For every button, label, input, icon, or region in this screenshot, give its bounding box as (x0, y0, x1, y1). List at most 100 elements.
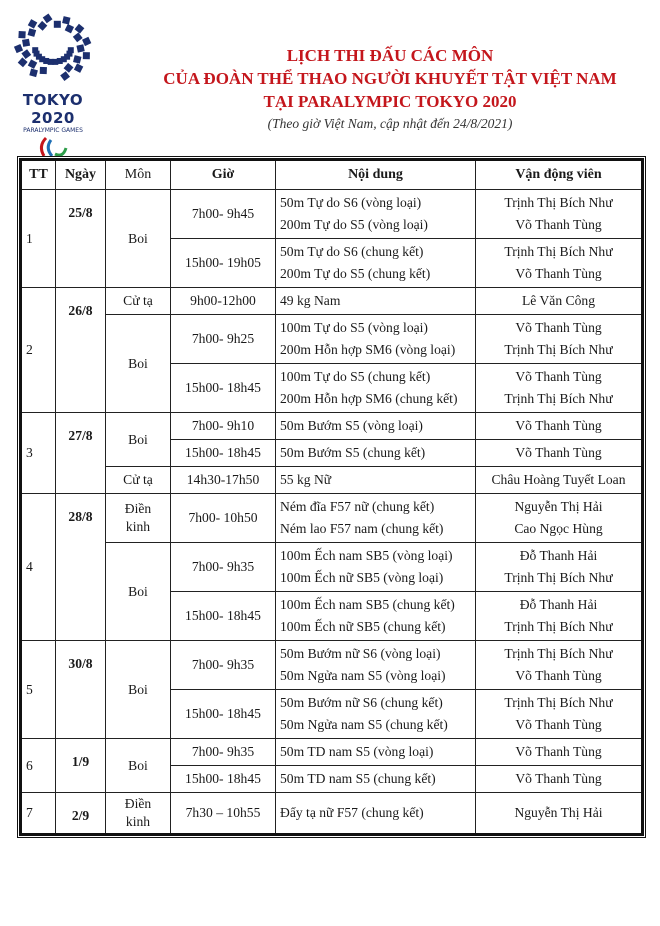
athletes-cell: Nguyễn Thị Hải (475, 792, 643, 835)
row-number: 2 (20, 287, 56, 413)
document-header: LỊCH THI ĐẤU CÁC MÔN CỦA ĐOÀN THỂ THAO N… (120, 44, 660, 132)
table-row: 2 26/8 Cử tạ 9h00-12h00 49 kg Nam Lê Văn Công (20, 287, 643, 413)
event-item: 50m TD nam S5 (chung kết) (280, 771, 436, 786)
sport-name: Boi (105, 412, 171, 467)
table-row: 15h00- 18h45 50m TD nam S5 (chung kết) Võ … (21, 765, 643, 793)
athlete-name: Trịnh Thị Bích Như (504, 646, 613, 661)
sport-name: Boi (105, 189, 171, 288)
table-row: 7 2/9 Điền kinh 7h30 – 10h55 Đẩy tạ nữ F57 (… (20, 792, 643, 835)
event-item: 200m Tự do S5 (vòng loại) (280, 217, 428, 232)
athlete-name: Lê Văn Công (522, 293, 595, 308)
athlete-name: Võ Thanh Tùng (515, 320, 602, 335)
athletes-cell: Võ Thanh Tùng (475, 765, 643, 793)
athlete-name: Trịnh Thị Bích Như (504, 391, 613, 406)
session-time: 15h00- 18h45 (170, 363, 276, 413)
athlete-name: Trịnh Thị Bích Như (504, 195, 613, 210)
athletes-cell: Lê Văn Công (475, 287, 643, 315)
event-item: 100m Ếch nam SB5 (vòng loại) (280, 548, 453, 563)
events-cell: Đẩy tạ nữ F57 (chung kết) (275, 792, 476, 835)
events-cell: 50m Bướm nữ S6 (chung kết) 50m Ngửa nam S… (275, 689, 476, 739)
athlete-name: Trịnh Thị Bích Như (504, 619, 613, 634)
table-row: Boi 7h00- 9h35 100m Ếch nam SB5 (vòng loại… (21, 542, 643, 641)
event-item: 100m Ếch nữ SB5 (chung kết) (280, 619, 446, 634)
table-row: 3 27/8 Boi 7h00- 9h10 50m Bướm S5 (vòng loại… (20, 412, 643, 494)
session-time: 15h00- 18h45 (170, 765, 276, 793)
title-line-2: CỦA ĐOÀN THỂ THAO NGƯỜI KHUYẾT TẬT VIỆT … (163, 69, 617, 88)
athletes-cell: Võ Thanh Tùng Trịnh Thị Bích Như (475, 314, 643, 364)
sport-name: Cử tạ (105, 287, 171, 315)
athlete-name: Trịnh Thị Bích Như (504, 695, 613, 710)
event-item: Ném lao F57 nam (chung kết) (280, 521, 444, 536)
athlete-name: Võ Thanh Tùng (515, 771, 602, 786)
sport-name: Boi (105, 738, 171, 793)
athlete-name: Đỗ Thanh Hải (519, 597, 598, 612)
event-item: 100m Ếch nữ SB5 (vòng loại) (280, 570, 444, 585)
athlete-name: Trịnh Thị Bích Như (504, 342, 613, 357)
event-item: 50m TD nam S5 (vòng loại) (280, 744, 434, 759)
row-date: 27/8 (55, 412, 106, 494)
athletes-cell: Võ Thanh Tùng (475, 439, 643, 467)
events-cell: 50m Bướm S5 (vòng loại) (275, 412, 476, 440)
row-number: 3 (20, 412, 56, 494)
logo-subtitle: PARALYMPIC GAMES (23, 127, 83, 134)
event-item: 50m Ngửa nam S5 (vòng loại) (280, 668, 446, 683)
athlete-name: Võ Thanh Tùng (515, 717, 602, 732)
event-item: 100m Tự do S5 (chung kết) (280, 369, 431, 384)
session-time: 7h00- 9h35 (170, 640, 276, 690)
row-date: 26/8 (55, 287, 106, 413)
schedule-table: TT Ngày Môn Giờ Nội dung Vận động viên 1… (17, 156, 646, 838)
event-item: 50m Bướm S5 (chung kết) (280, 445, 426, 460)
sport-name: Cử tạ (105, 466, 171, 494)
session-time: 15h00- 19h05 (170, 238, 276, 288)
athletes-cell: Đỗ Thanh Hải Trịnh Thị Bích Như (475, 542, 643, 592)
row-number: 1 (20, 189, 56, 288)
row-number: 6 (20, 738, 56, 793)
athletes-cell: Trịnh Thị Bích Như Võ Thanh Tùng (475, 189, 643, 239)
table-row: 1 25/8 Boi 7h00- 9h45 50m Tự do S6 (vòng loạ… (20, 189, 643, 288)
event-item: 200m Tự do S5 (chung kết) (280, 266, 431, 281)
events-cell: 100m Tự do S5 (chung kết) 200m Hỗn hợp SM… (275, 363, 476, 413)
events-cell: Ném đĩa F57 nữ (chung kết) Ném lao F57 na… (275, 493, 476, 543)
event-item: 50m Ngửa nam S5 (chung kết) (280, 717, 448, 732)
table-row: 15h00- 18h45 50m Bướm S5 (chung kết) Võ Th… (21, 439, 643, 467)
athlete-name: Võ Thanh Tùng (515, 217, 602, 232)
sport-name: Điền kinh (105, 792, 171, 835)
athlete-name: Cao Ngọc Hùng (514, 521, 603, 536)
athletes-cell: Đỗ Thanh Hải Trịnh Thị Bích Như (475, 591, 643, 641)
athlete-name: Đỗ Thanh Hải (519, 548, 598, 563)
header-row: TT Ngày Môn Giờ Nội dung Vận động viên (20, 159, 643, 190)
sport-name: Boi (105, 640, 171, 739)
athletes-cell: Võ Thanh Tùng (475, 738, 643, 766)
sport-name: Boi (105, 314, 171, 413)
event-item: 200m Hỗn hợp SM6 (chung kết) (280, 391, 458, 406)
logo-brand: TOKYO 2020 (22, 91, 84, 127)
event-item: 49 kg Nam (280, 293, 341, 308)
session-time: 15h00- 18h45 (170, 439, 276, 467)
row-date: 30/8 (55, 640, 106, 739)
events-cell: 50m Tự do S6 (vòng loại) 200m Tự do S5 (v… (275, 189, 476, 239)
session-time: 9h00-12h00 (170, 287, 276, 315)
event-item: Ném đĩa F57 nữ (chung kết) (280, 499, 435, 514)
table-row: Cử tạ 14h30-17h50 55 kg Nữ Châu Hoàng Tuyết… (21, 466, 643, 494)
table-row: 15h00- 19h05 50m Tự do S6 (chung kết) 200m… (21, 238, 643, 288)
events-cell: 50m TD nam S5 (vòng loại) (275, 738, 476, 766)
event-item: 50m Bướm S5 (vòng loại) (280, 418, 423, 433)
row-number: 7 (20, 792, 56, 835)
table-row: 15h00- 18h45 100m Ếch nam SB5 (chung kết)… (21, 591, 643, 641)
table-row: 6 1/9 Boi 7h00- 9h35 50m TD nam S5 (vòng loạ… (20, 738, 643, 793)
col-date: Ngày (55, 159, 106, 190)
table-row: 15h00- 18h45 100m Tự do S5 (chung kết) 200… (21, 363, 643, 413)
session-time: 14h30-17h50 (170, 466, 276, 494)
row-number: 5 (20, 640, 56, 739)
athletes-cell: Trịnh Thị Bích Như Võ Thanh Tùng (475, 640, 643, 690)
events-cell: 50m Bướm S5 (chung kết) (275, 439, 476, 467)
row-date: 25/8 (55, 189, 106, 288)
athletes-cell: Châu Hoàng Tuyết Loan (475, 466, 643, 494)
event-item: 50m Tự do S6 (chung kết) (280, 244, 424, 259)
athlete-name: Võ Thanh Tùng (515, 744, 602, 759)
col-event: Nội dung (275, 159, 476, 190)
col-time: Giờ (170, 159, 276, 190)
athlete-name: Võ Thanh Tùng (515, 369, 602, 384)
sport-name: Điền kinh (105, 493, 171, 543)
events-cell: 100m Ếch nam SB5 (vòng loại) 100m Ếch nữ … (275, 542, 476, 592)
